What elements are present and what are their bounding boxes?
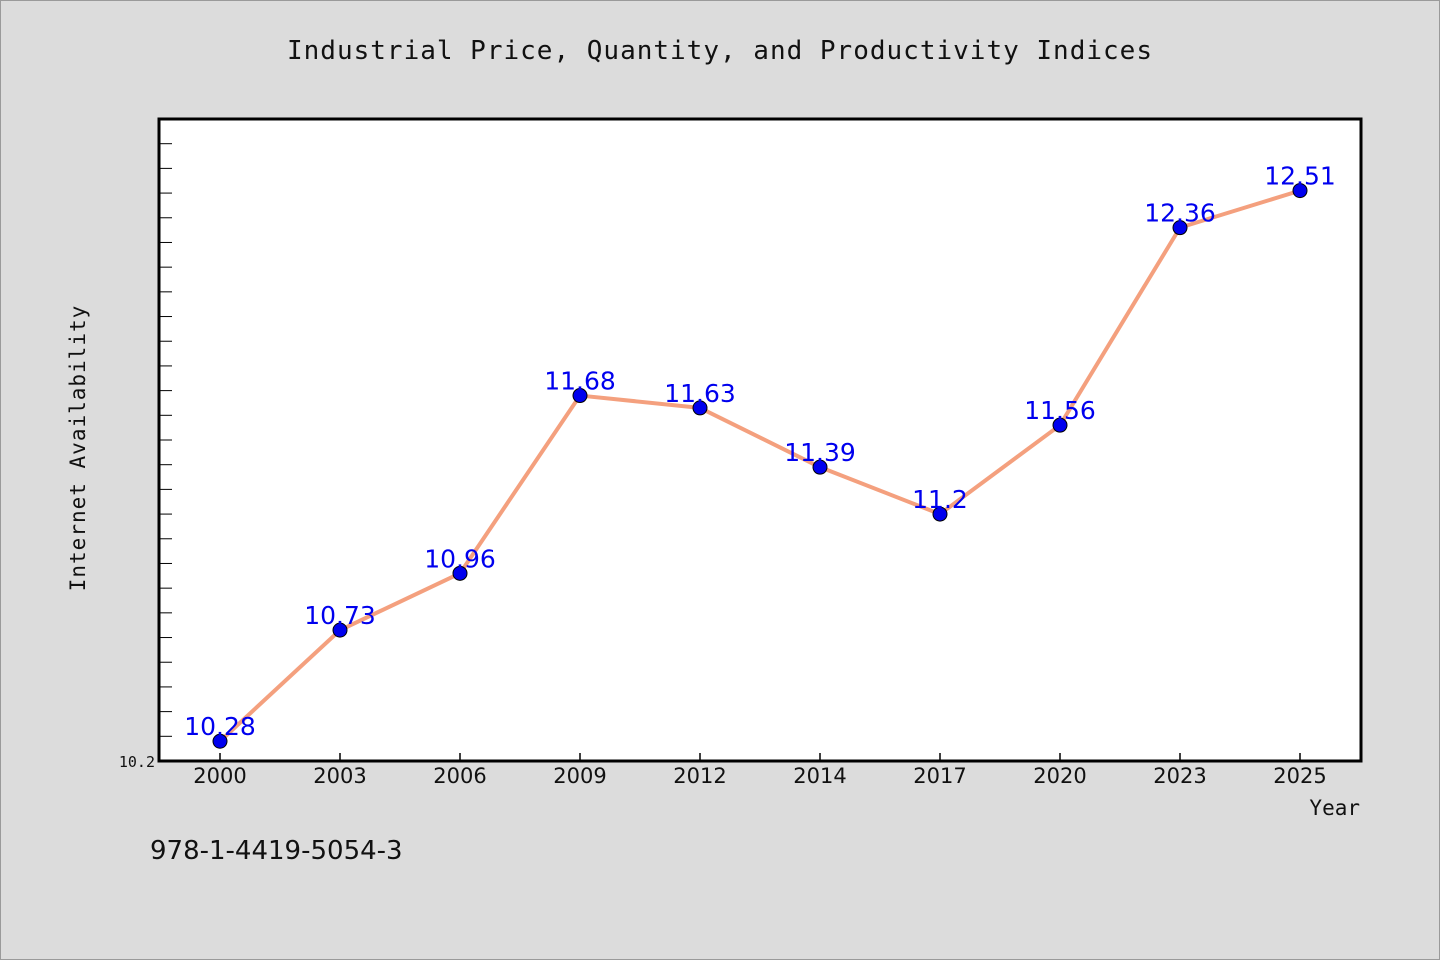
- data-point: [1172, 220, 1188, 236]
- point-labels: 10.28 10.73 10.96 11.68 11.63 11.39 11.2 11.56 1…: [184, 162, 1336, 742]
- y-tick-labels: 10.2: [119, 753, 155, 771]
- point-label: 11.2: [912, 485, 968, 514]
- point-label: 10.96: [424, 544, 496, 573]
- chart-title: Industrial Price, Quantity, and Producti…: [287, 36, 1153, 66]
- data-point: [452, 565, 468, 581]
- x-tick-label: 2003: [313, 764, 366, 788]
- data-point: [572, 388, 588, 404]
- data-point: [1052, 417, 1068, 433]
- data-point: [812, 459, 828, 475]
- isbn-text: 978-1-4419-5054-3: [150, 836, 403, 866]
- point-label: 10.73: [304, 601, 376, 630]
- data-point: [212, 733, 228, 749]
- x-tick-labels: 2000 2003 2006 2009 2012 2014 2017 2020 2023 2025: [193, 764, 1326, 788]
- y-minor-ticks: [159, 143, 172, 737]
- x-tick-label: 2009: [553, 764, 606, 788]
- data-point: [692, 400, 708, 416]
- point-label: 12.51: [1264, 162, 1336, 191]
- point-label: 12.36: [1144, 199, 1216, 228]
- x-tick-label: 2012: [673, 764, 726, 788]
- x-tick-label: 2006: [433, 764, 486, 788]
- x-tick-label: 2023: [1153, 764, 1206, 788]
- x-ticks: [219, 753, 1301, 761]
- point-label: 11.68: [544, 367, 616, 396]
- point-label: 11.56: [1024, 396, 1096, 425]
- data-point: [332, 622, 348, 638]
- x-tick-label: 2020: [1033, 764, 1086, 788]
- x-tick-label: 2014: [793, 764, 846, 788]
- y-tick-label: 10.2: [119, 753, 155, 771]
- x-tick-label: 2017: [913, 764, 966, 788]
- point-label: 11.39: [784, 438, 856, 467]
- x-axis-label: Year: [1309, 796, 1360, 820]
- data-point: [932, 506, 948, 522]
- series-lines: [218, 188, 1302, 744]
- data-point: [1292, 183, 1308, 199]
- series-markers: [212, 183, 1308, 749]
- x-tick-label: 2000: [193, 764, 246, 788]
- point-label: 11.63: [664, 379, 736, 408]
- x-tick-label: 2025: [1273, 764, 1326, 788]
- series-line: [218, 188, 1302, 744]
- plot-area: [157, 117, 1363, 763]
- point-label: 10.28: [184, 712, 256, 741]
